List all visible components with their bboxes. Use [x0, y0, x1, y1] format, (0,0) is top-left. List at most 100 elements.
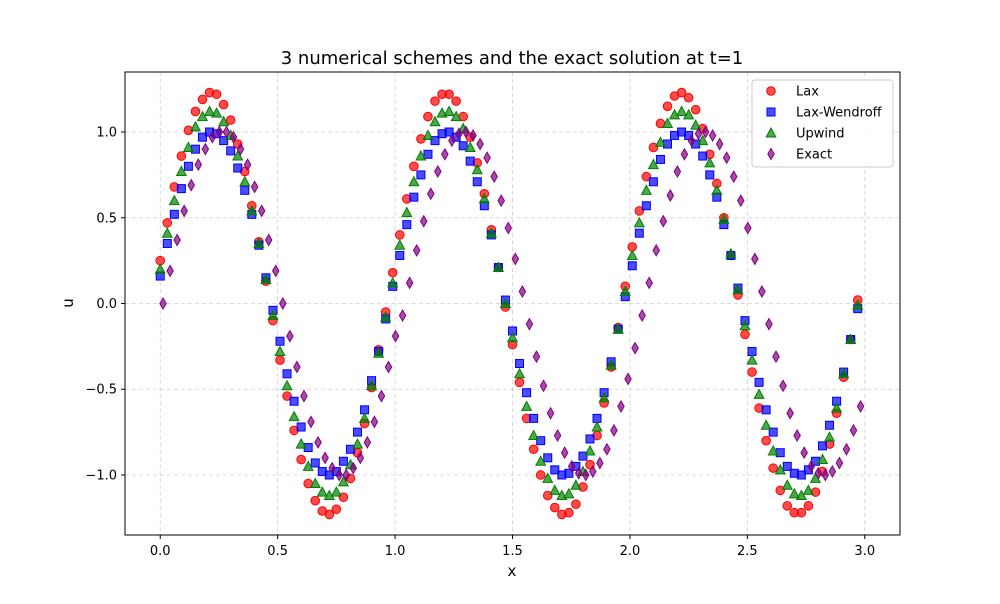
- data-point: [513, 367, 526, 379]
- data-point: [816, 453, 829, 465]
- x-tick-label: 0.0: [150, 544, 171, 559]
- data-point: [296, 454, 306, 465]
- x-tick-label: 1.5: [502, 544, 523, 559]
- data-point: [736, 194, 745, 208]
- data-point: [612, 323, 624, 334]
- data-point: [571, 499, 581, 509]
- legend-frame: [751, 79, 894, 168]
- data-point: [183, 161, 193, 171]
- data-point: [370, 415, 379, 429]
- data-point: [314, 435, 322, 449]
- data-point: [761, 435, 771, 446]
- data-point: [211, 89, 222, 100]
- data-point: [760, 419, 772, 430]
- data-point: [176, 184, 186, 194]
- data-point: [499, 297, 512, 308]
- data-point: [795, 489, 807, 501]
- data-point: [422, 129, 434, 140]
- data-point: [316, 486, 328, 497]
- data-point: [497, 194, 506, 208]
- data-point: [549, 484, 561, 495]
- y-axis-ticks: −1.0 −0.5 0.0 0.5 1.0: [85, 126, 125, 483]
- data-point: [429, 115, 441, 127]
- y-tick-label: 1.0: [96, 126, 117, 141]
- data-point: [218, 115, 230, 127]
- data-point: [408, 175, 420, 187]
- data-point: [683, 108, 695, 120]
- data-point: [550, 465, 560, 475]
- data-point: [274, 345, 286, 357]
- legend-marker: [765, 126, 777, 138]
- data-point: [356, 451, 365, 465]
- y-axis-label: u: [59, 298, 77, 308]
- data-point: [166, 264, 174, 278]
- data-point: [476, 137, 484, 151]
- data-point: [532, 350, 541, 364]
- data-point: [633, 216, 645, 228]
- y-tick-label: 0.5: [96, 211, 117, 226]
- grid-lines: [125, 72, 900, 535]
- data-point: [581, 468, 590, 482]
- data-point: [640, 184, 652, 195]
- data-point: [279, 297, 287, 310]
- data-point: [546, 406, 555, 420]
- data-point: [444, 89, 454, 100]
- data-point: [838, 367, 850, 379]
- data-point: [203, 105, 216, 116]
- y-tick-label: −1.0: [85, 468, 117, 483]
- data-point: [349, 461, 358, 475]
- data-point: [825, 420, 835, 430]
- legend-marker: [766, 107, 776, 117]
- data-point: [412, 243, 421, 257]
- data-point: [490, 170, 498, 184]
- data-point: [648, 177, 658, 187]
- legend-item: Lax: [766, 85, 819, 100]
- data-point: [338, 492, 349, 503]
- data-point: [842, 442, 851, 456]
- data-point: [409, 161, 419, 172]
- data-point: [430, 96, 440, 106]
- data-point: [419, 214, 428, 228]
- data-point: [159, 297, 167, 310]
- data-point: [666, 188, 675, 202]
- data-point: [281, 379, 293, 391]
- legend-label: Exact: [796, 148, 832, 163]
- data-point: [641, 201, 651, 211]
- data-point: [542, 472, 554, 483]
- data-point: [511, 252, 520, 266]
- data-point: [539, 379, 548, 393]
- data-point: [626, 249, 638, 260]
- data-point: [450, 110, 462, 122]
- data-point: [767, 444, 779, 456]
- data-point: [549, 502, 560, 513]
- data-point: [358, 412, 371, 423]
- data-point: [471, 163, 483, 175]
- data-point: [619, 285, 631, 296]
- data-point: [169, 209, 179, 219]
- data-point: [655, 154, 665, 164]
- data-point: [405, 276, 414, 290]
- data-point: [673, 164, 682, 178]
- data-point: [680, 147, 689, 161]
- data-point: [821, 468, 830, 482]
- data-point: [701, 125, 710, 139]
- data-point: [659, 214, 668, 228]
- data-point: [173, 233, 181, 247]
- data-point: [563, 487, 575, 499]
- data-point: [469, 128, 477, 142]
- data-point: [514, 377, 525, 388]
- data-point: [257, 204, 266, 218]
- data-point: [506, 331, 519, 343]
- data-point: [518, 285, 527, 298]
- data-point: [243, 158, 252, 172]
- data-point: [663, 139, 672, 149]
- data-point: [740, 329, 750, 340]
- data-point: [761, 405, 771, 415]
- data-point: [675, 105, 688, 116]
- data-point: [208, 130, 217, 144]
- data-point: [598, 391, 610, 403]
- data-point: [353, 427, 362, 437]
- data-point: [529, 413, 539, 423]
- data-point: [758, 285, 766, 298]
- series-upwind: [154, 105, 864, 501]
